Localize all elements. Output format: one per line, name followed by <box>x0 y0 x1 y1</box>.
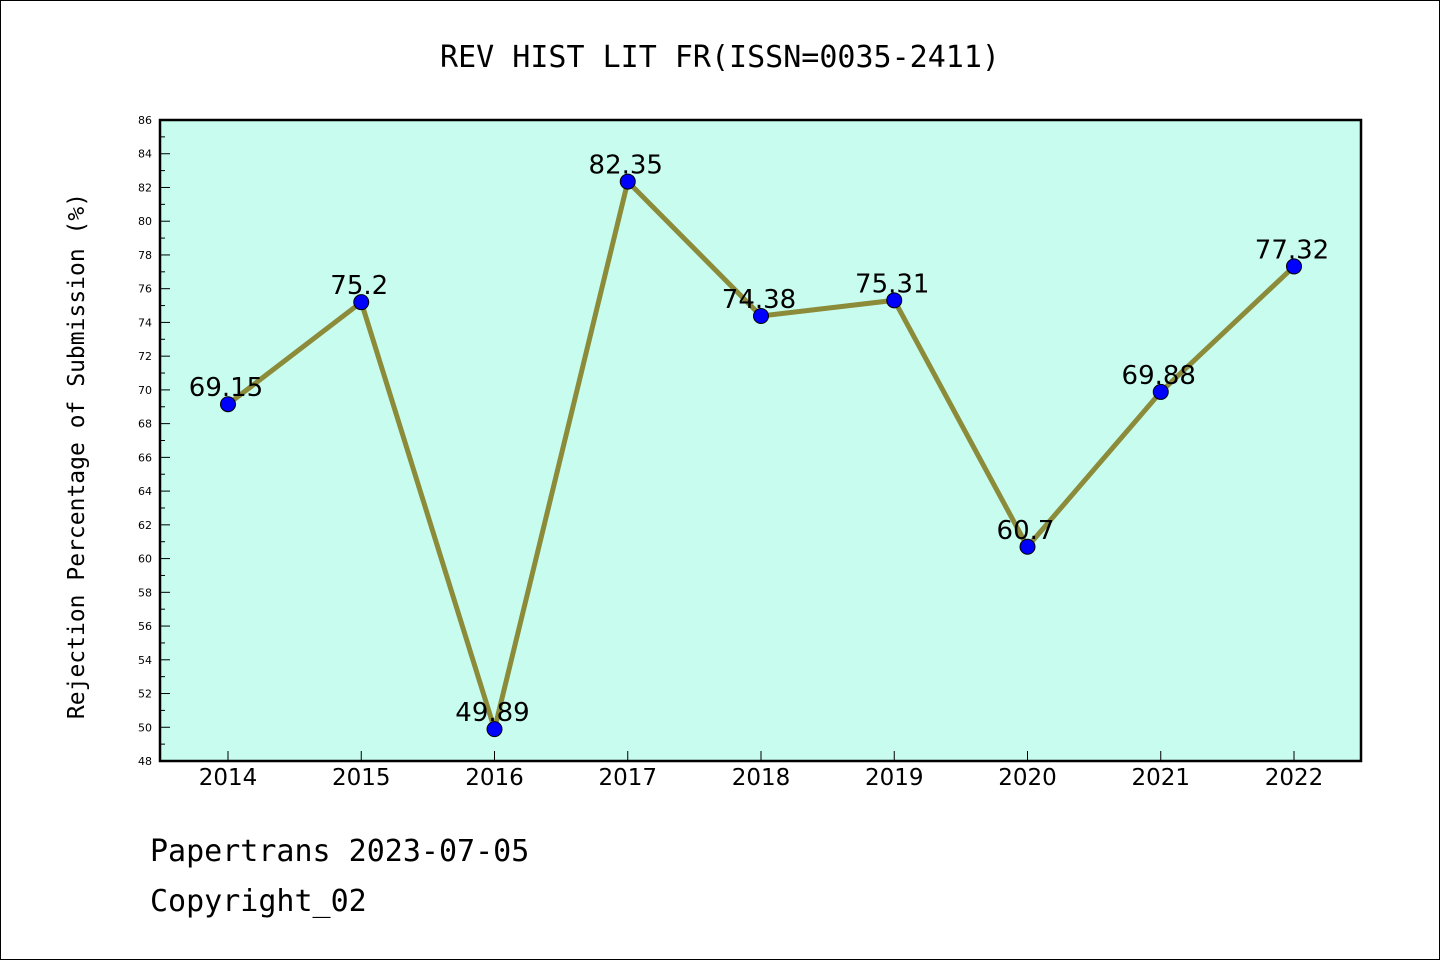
x-tick-label: 2019 <box>865 765 924 791</box>
data-point-2015 <box>353 294 370 311</box>
y-tick-label: 50 <box>138 721 152 734</box>
y-tick-label: 82 <box>138 181 152 194</box>
data-label-2020: 60.7 <box>997 516 1055 546</box>
data-label-2018: 74.38 <box>722 285 796 315</box>
data-point-2020 <box>1019 538 1036 555</box>
x-tick-label: 2014 <box>199 765 258 791</box>
y-tick-label: 80 <box>138 215 152 228</box>
data-label-2015: 75.2 <box>330 271 388 301</box>
data-label-2021: 69.88 <box>1122 361 1196 391</box>
y-tick-label: 58 <box>138 586 152 599</box>
y-tick-label: 60 <box>138 553 152 566</box>
data-label-2016: 49.89 <box>455 698 529 728</box>
y-tick-label: 56 <box>138 620 152 633</box>
data-point-2014 <box>220 396 236 413</box>
y-tick-label: 48 <box>138 755 152 768</box>
data-point-2017 <box>619 173 636 190</box>
x-tick-label: 2016 <box>465 765 524 791</box>
y-tick-label: 54 <box>138 654 152 667</box>
ticks-layer: 48 50 52 54 56 58 60 62 64 66 68 70 72 74 76 78 80 82 84 86… <box>138 114 1323 791</box>
x-tick-label: 2017 <box>598 765 657 791</box>
plot-border <box>158 118 1363 763</box>
markers-layer <box>220 173 1302 738</box>
y-tick-label: 68 <box>138 418 152 431</box>
y-tick-label: 52 <box>138 688 152 701</box>
y-tick-label: 84 <box>138 148 152 161</box>
data-point-2019 <box>886 292 903 309</box>
y-tick-label: 70 <box>138 384 152 397</box>
y-axis-label: Rejection Percentage of Submission (%) <box>64 193 90 719</box>
y-tick-label: 74 <box>138 316 152 329</box>
y-tick-label: 66 <box>138 451 152 464</box>
data-labels-layer: 69.15 75.2 49.89 82.35 74.38 75.31 60.7 69.88 77… <box>189 151 1329 729</box>
x-tick-label: 2020 <box>998 765 1057 791</box>
data-point-2018 <box>753 308 769 325</box>
x-tick-label: 2018 <box>732 765 791 791</box>
data-label-2014: 69.15 <box>189 373 263 403</box>
data-label-2022: 77.32 <box>1255 235 1329 265</box>
data-point-2021 <box>1152 383 1169 400</box>
data-point-2022 <box>1286 258 1302 275</box>
plot-area <box>160 120 1361 761</box>
data-label-2019: 75.31 <box>855 269 929 299</box>
footer-date-line: Papertrans 2023-07-05 <box>150 834 530 869</box>
y-tick-label: 76 <box>138 283 152 296</box>
x-tick-label: 2015 <box>332 765 391 791</box>
data-label-2017: 82.35 <box>589 151 663 181</box>
x-tick-label: 2021 <box>1131 765 1190 791</box>
y-tick-label: 86 <box>138 114 152 127</box>
y-tick-label: 72 <box>138 350 152 363</box>
x-tick-label: 2022 <box>1265 765 1324 791</box>
y-tick-label: 64 <box>138 485 152 498</box>
chart-title: REV HIST LIT FR(ISSN=0035-2411) <box>440 40 1000 75</box>
y-tick-label: 78 <box>138 249 152 262</box>
footer-copyright-line: Copyright_02 <box>150 884 367 919</box>
y-tick-label: 62 <box>138 519 152 532</box>
data-point-2016 <box>486 721 503 738</box>
